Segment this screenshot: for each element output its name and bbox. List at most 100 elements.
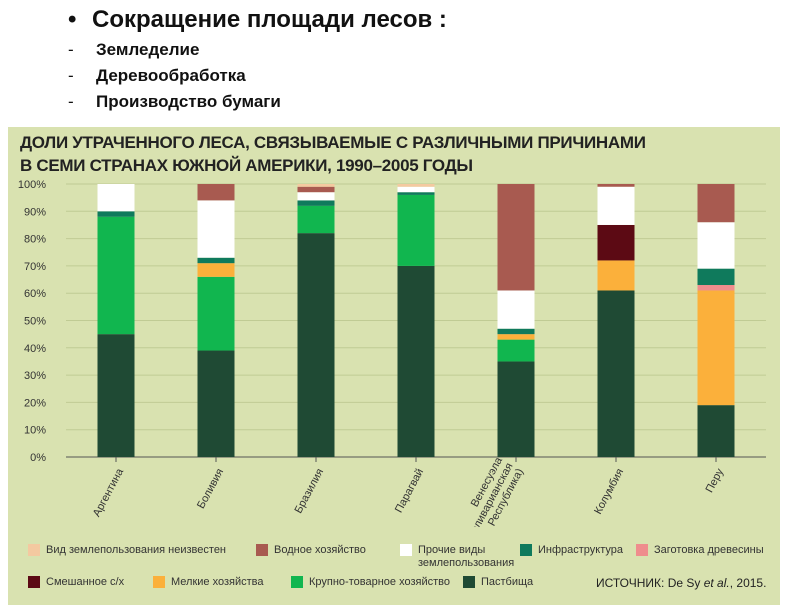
bar-segment — [597, 290, 635, 457]
x-tick-label-line: Колумбия — [592, 467, 626, 517]
bar-segment — [697, 268, 735, 286]
legend-label: Крупно-товарное хозяйство — [309, 576, 450, 588]
chart-panel: ДОЛИ УТРАЧЕННОГО ЛЕСА, СВЯЗЫВАЕМЫЕ С РАЗ… — [8, 127, 780, 605]
legend-item: Крупно-товарное хозяйство — [291, 576, 450, 589]
slide-title: • Сокращение площади лесов : — [68, 6, 447, 34]
legend-label: Вид землепользования неизвестен — [46, 544, 227, 556]
x-tick-label: Бразилия — [293, 467, 327, 516]
y-tick-label: 30% — [24, 370, 46, 382]
bar-segment — [297, 233, 335, 457]
legend-label: Смешанное с/х — [46, 576, 125, 588]
x-tick-label: Перу — [704, 466, 727, 495]
chart-legend: Вид землепользования неизвестен Водное хо… — [8, 530, 780, 605]
legend-swatch — [291, 576, 303, 588]
bullet-icon: • — [68, 6, 77, 33]
list-item: - Деревообработка — [68, 66, 246, 86]
legend-label: Мелкие хозяйства — [171, 576, 264, 588]
x-tick-label-line: Боливия — [195, 467, 226, 511]
y-tick-label: 80% — [24, 234, 46, 246]
bar-segment — [397, 184, 435, 187]
x-tick-label-line: Бразилия — [293, 467, 327, 516]
stacked-bar-chart: 0% 10% 20% 30% 40% 50% 60% 70% 80% 90% 100% Аргенти… — [18, 179, 766, 527]
dash-icon: - — [68, 92, 74, 111]
y-tick-label: 10% — [24, 425, 46, 437]
legend-label: Водное хозяйство — [274, 544, 366, 556]
bar-segment — [297, 205, 335, 234]
list-item: - Производство бумаги — [68, 92, 281, 112]
bar-segment — [397, 186, 435, 193]
bar-segment — [497, 361, 535, 457]
bar-segment — [397, 192, 435, 195]
list-item-text: Деревообработка — [96, 66, 246, 85]
list-item-text: Земледелие — [96, 40, 200, 59]
bar-segment — [97, 211, 135, 217]
bar-segment — [297, 184, 335, 187]
bar-segment — [597, 260, 635, 291]
chart-title-line-1: ДОЛИ УТРАЧЕННОГО ЛЕСА, СВЯЗЫВАЕМЫЕ С РАЗ… — [20, 133, 646, 152]
bar-segment — [97, 334, 135, 457]
legend-item: Смешанное с/х — [28, 576, 124, 589]
legend-label: Пастбища — [481, 576, 534, 588]
bar-segment — [497, 290, 535, 329]
y-tick-label: 20% — [24, 397, 46, 409]
x-tick-label-line: Перу — [704, 466, 727, 495]
slide-title-text: Сокращение площади лесов : — [92, 6, 447, 33]
legend-swatch — [463, 576, 475, 588]
y-tick-label: 70% — [24, 261, 46, 273]
bar-segment — [697, 285, 735, 291]
bar-segment — [197, 263, 235, 277]
legend-item: Водное хозяйство — [256, 544, 366, 557]
x-tick-label: Колумбия — [592, 467, 626, 517]
bar-segment — [97, 184, 135, 212]
chart-source: ИСТОЧНИК: De Sy et al., 2015. — [596, 576, 766, 590]
list-item-text: Производство бумаги — [96, 92, 281, 111]
legend-swatch — [636, 544, 648, 556]
bar-segment — [297, 200, 335, 206]
legend-item: Инфраструктура — [520, 544, 623, 557]
bar-segment — [697, 290, 735, 406]
bar-segment — [597, 184, 635, 187]
legend-item: Прочие виды землепользования — [400, 544, 528, 570]
legend-swatch — [28, 576, 40, 588]
legend-label: Прочие виды землепользования — [418, 544, 515, 569]
y-tick-label: 60% — [24, 288, 46, 300]
bar-segment — [397, 194, 435, 266]
bar-segment — [497, 184, 535, 291]
bar-segment — [297, 186, 335, 193]
source-italic: et al. — [703, 576, 730, 590]
bar-segment — [597, 224, 635, 261]
source-year: , 2015. — [729, 576, 767, 590]
legend-swatch — [400, 544, 412, 556]
x-tick-label-line: Аргентина — [91, 466, 127, 519]
dash-icon: - — [68, 66, 74, 85]
legend-label: Заготовка древесины — [654, 544, 764, 556]
legend-item: Вид землепользования неизвестен — [28, 544, 226, 557]
bar-segment — [497, 334, 535, 340]
y-tick-label: 50% — [24, 316, 46, 328]
bar-segment — [497, 339, 535, 362]
list-item: - Земледелие — [68, 40, 199, 60]
dash-icon: - — [68, 40, 74, 59]
bar-segment — [597, 186, 635, 225]
bar-segment — [197, 350, 235, 457]
legend-swatch — [28, 544, 40, 556]
bar-segment — [497, 328, 535, 335]
bar-segment — [197, 276, 235, 351]
y-tick-label: 40% — [24, 343, 46, 355]
legend-item: Пастбища — [463, 576, 533, 589]
x-tick-label-line: Парагвай — [393, 467, 426, 515]
x-tick-label: Аргентина — [91, 466, 127, 519]
bar-segment — [297, 192, 335, 201]
bar-segment — [697, 222, 735, 269]
bar-segment — [197, 184, 235, 201]
bar-segment — [97, 216, 135, 335]
y-tick-label: 90% — [24, 206, 46, 218]
bar-segment — [197, 200, 235, 258]
bar-segment — [197, 257, 235, 264]
bar-segment — [397, 265, 435, 457]
bar-segment — [697, 184, 735, 223]
legend-swatch — [256, 544, 268, 556]
source-label: ИСТОЧНИК: De Sy — [596, 576, 704, 590]
y-tick-label: 0% — [30, 452, 46, 464]
